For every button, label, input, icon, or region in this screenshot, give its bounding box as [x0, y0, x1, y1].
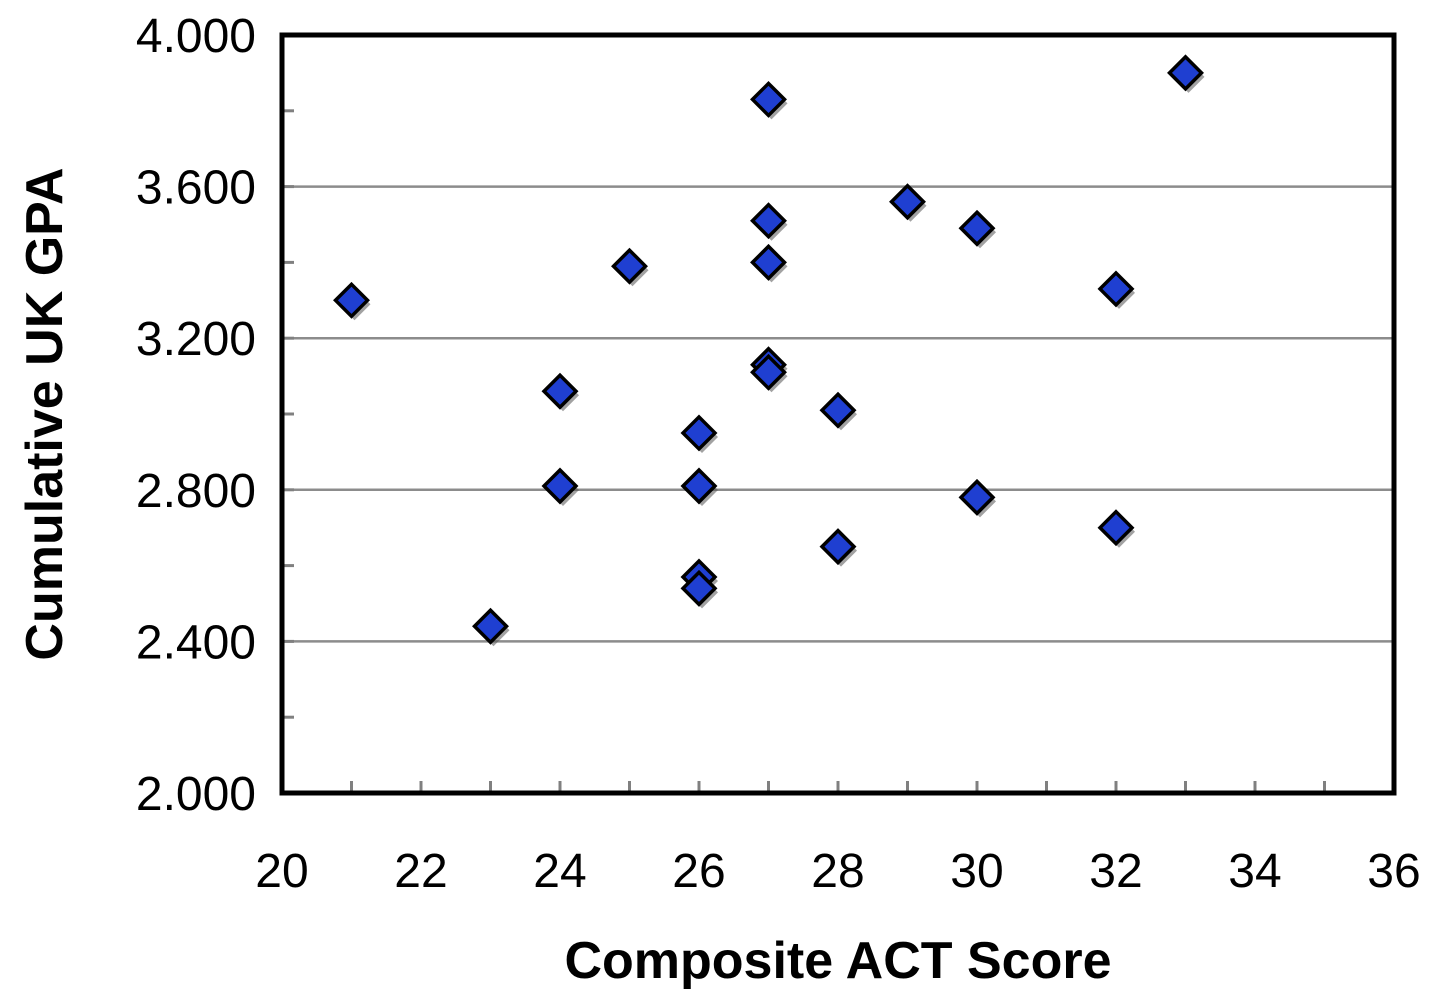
data-point — [750, 353, 787, 391]
plot-area-frame — [279, 32, 1397, 796]
data-point — [958, 478, 996, 516]
data-point — [750, 80, 787, 118]
gridlines — [282, 185, 1394, 643]
data-point — [819, 528, 857, 566]
data-point — [680, 569, 718, 607]
x-tick-label: 22 — [394, 845, 447, 898]
x-tick-label: 30 — [950, 845, 1003, 898]
x-tick-labels: 20 22 24 26 28 30 32 34 36 — [255, 845, 1420, 898]
data-point — [1097, 270, 1135, 308]
y-tick-label: 3.200 — [136, 313, 256, 366]
data-point — [889, 183, 926, 221]
data-point — [472, 607, 509, 645]
y-tick-label: 2.400 — [136, 616, 256, 669]
data-point — [541, 467, 579, 505]
data-point — [1167, 54, 1204, 92]
y-tick-label: 3.600 — [136, 162, 256, 215]
x-tick-label: 36 — [1367, 845, 1420, 898]
x-tick-label: 34 — [1228, 845, 1281, 898]
data-point — [958, 209, 996, 247]
x-axis-title: Composite ACT Score — [564, 932, 1111, 990]
data-point — [750, 202, 787, 240]
data-point — [819, 391, 857, 429]
y-tick-labels: 2.000 2.400 2.800 3.200 3.600 4.000 — [136, 10, 256, 821]
y-axis-title: Cumulative UK GPA — [16, 167, 74, 660]
x-tick-label: 24 — [533, 845, 586, 898]
x-tick-label: 28 — [811, 845, 864, 898]
y-tick-label: 4.000 — [136, 10, 256, 63]
data-point — [1097, 509, 1135, 547]
data-point — [333, 281, 370, 319]
data-point — [611, 247, 648, 285]
x-tick-label: 26 — [672, 845, 725, 898]
data-points — [333, 54, 1205, 647]
data-point — [541, 372, 579, 410]
data-point — [680, 414, 718, 452]
data-point — [680, 467, 718, 505]
x-tick-label: 20 — [255, 845, 308, 898]
x-tick-label: 32 — [1089, 845, 1142, 898]
y-tick-label: 2.000 — [136, 768, 256, 821]
data-point — [750, 243, 787, 281]
y-tick-label: 2.800 — [136, 465, 256, 518]
